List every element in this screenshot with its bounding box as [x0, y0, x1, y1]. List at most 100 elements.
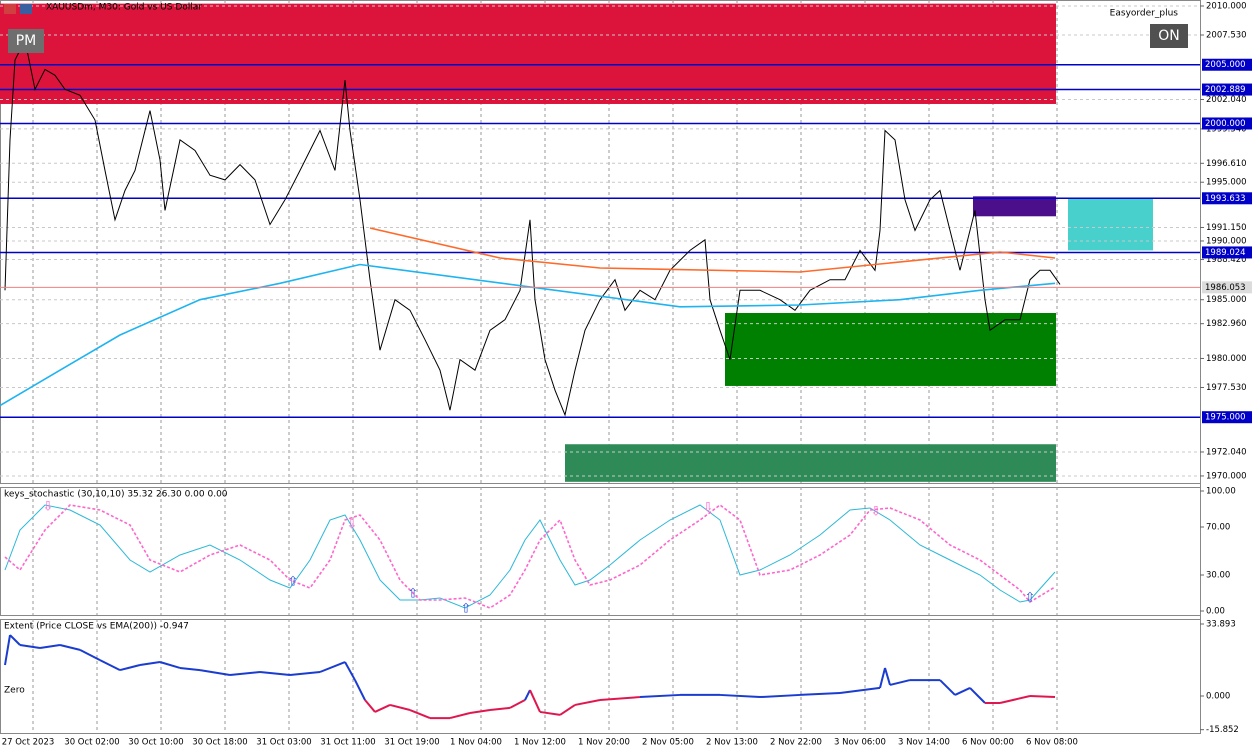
x-tick-label: 6 Nov 08:00 [1026, 738, 1078, 748]
extent-segment [524, 689, 531, 701]
level-label: 1993.633 [1205, 194, 1246, 204]
extent-segment [364, 699, 376, 713]
x-tick-label: 2 Nov 22:00 [770, 738, 822, 748]
series-line [4, 504, 1056, 609]
extent-segment [539, 710, 561, 716]
y-tick-label: -15.852 [1206, 725, 1239, 735]
x-tick-label: 1 Nov 04:00 [450, 738, 502, 748]
level-label: 1989.024 [1205, 248, 1246, 258]
button-label: PM [16, 33, 37, 49]
extent-segment [529, 689, 541, 713]
level-label-box [1202, 246, 1252, 259]
extent-segment [119, 664, 141, 672]
extent-segment [9, 634, 21, 646]
icon [20, 4, 32, 14]
series-line [4, 504, 1056, 609]
extent-segment [179, 666, 201, 672]
expert-name: Easyorder_plus [1110, 9, 1179, 19]
extent-segment [1029, 694, 1056, 699]
price-label-box [1202, 281, 1252, 294]
extent-segment [839, 686, 881, 695]
extent-segment [139, 661, 161, 666]
extent-segment [574, 699, 601, 706]
zone [0, 3, 1056, 104]
extent-segment [889, 679, 911, 686]
y-tick-label: 1982.960 [1206, 319, 1247, 329]
level-label: 2002.889 [1205, 85, 1246, 95]
level-label: 2000.000 [1205, 119, 1246, 129]
signal-arrow: ⇧ [408, 587, 419, 602]
y-tick-label: 30.00 [1206, 571, 1230, 581]
extent-segment [639, 693, 681, 699]
extent-segment [199, 669, 231, 676]
x-tick-label: 30 Oct 18:00 [192, 738, 247, 748]
x-tick-label: 1 Nov 12:00 [514, 738, 566, 748]
extent-segment [799, 692, 841, 696]
x-tick-label: 6 Nov 00:00 [962, 738, 1014, 748]
signal-arrow: ⇧ [1025, 591, 1036, 606]
extent-segment [389, 703, 411, 711]
signal-arrow: ⇧ [288, 575, 299, 590]
y-tick-label: 2002.040 [1206, 95, 1247, 105]
icon [4, 4, 16, 14]
y-tick-label: 1980.000 [1206, 354, 1247, 364]
y-tick-label: 2010.000 [1206, 1, 1247, 11]
series-line [0, 263, 1056, 407]
extent-segment [884, 667, 891, 686]
x-tick-label: 31 Oct 11:00 [320, 738, 375, 748]
extent-segment [759, 693, 801, 699]
pane-title: XAUUSDm, M30: Gold vs US Dollar [46, 3, 202, 13]
level-label-box [1202, 411, 1252, 424]
extent-segment [79, 649, 101, 661]
extent-segment [319, 661, 346, 673]
extent-segment [489, 706, 511, 712]
extent-segment [229, 671, 261, 676]
pane-title: Extent (Price CLOSE vs EMA(200)) -0.947 [4, 622, 189, 632]
y-tick-label: 1985.000 [1206, 295, 1247, 305]
button[interactable] [8, 29, 44, 53]
x-tick-label: 31 Oct 19:00 [384, 738, 439, 748]
extent-segment [374, 704, 391, 713]
extent-segment [289, 671, 321, 676]
signal-arrow: ⇩ [43, 500, 54, 515]
extent-segment [39, 644, 61, 649]
y-tick-label: 2007.530 [1206, 31, 1247, 41]
extent-segment [599, 696, 641, 702]
button-label: ON [1158, 28, 1180, 44]
level-label-box [1202, 117, 1252, 130]
series-line [369, 227, 1056, 273]
series-line [4, 38, 1061, 417]
y-tick-label: 0.000 [1206, 691, 1230, 701]
x-tick-label: 31 Oct 03:00 [256, 738, 311, 748]
price-label: 1986.053 [1205, 283, 1246, 293]
zone [725, 312, 1056, 386]
extent-segment [509, 699, 526, 709]
extent-segment [879, 667, 886, 689]
x-tick-label: 2 Nov 05:00 [642, 738, 694, 748]
y-tick-label: 70.00 [1206, 522, 1230, 532]
extent-segment [954, 687, 971, 696]
extent-segment [409, 709, 431, 720]
y-tick-label: 33.893 [1206, 620, 1236, 630]
extent-segment [59, 644, 81, 651]
level-label: 2005.000 [1205, 60, 1246, 70]
extent-segment [19, 644, 41, 649]
zone [973, 196, 1056, 217]
y-tick-label: 100.00 [1206, 486, 1236, 496]
level-label-box [1202, 83, 1252, 96]
y-tick-label: 1970.000 [1206, 471, 1247, 481]
y-tick-label: 1990.000 [1206, 236, 1247, 246]
signal-arrow: ⇩ [703, 501, 714, 516]
extent-segment [969, 687, 986, 704]
x-tick-label: 30 Oct 10:00 [128, 738, 183, 748]
extent-segment [259, 671, 291, 676]
zone [1068, 197, 1153, 251]
y-tick-label: 1977.530 [1206, 383, 1247, 393]
pane: 2010.0002007.5302002.0401999.5401996.610… [0, 0, 1252, 483]
button[interactable] [1150, 24, 1188, 48]
y-tick-label: 1995.000 [1206, 178, 1247, 188]
y-tick-label: 1988.420 [1206, 255, 1247, 265]
extent-segment [719, 693, 761, 699]
